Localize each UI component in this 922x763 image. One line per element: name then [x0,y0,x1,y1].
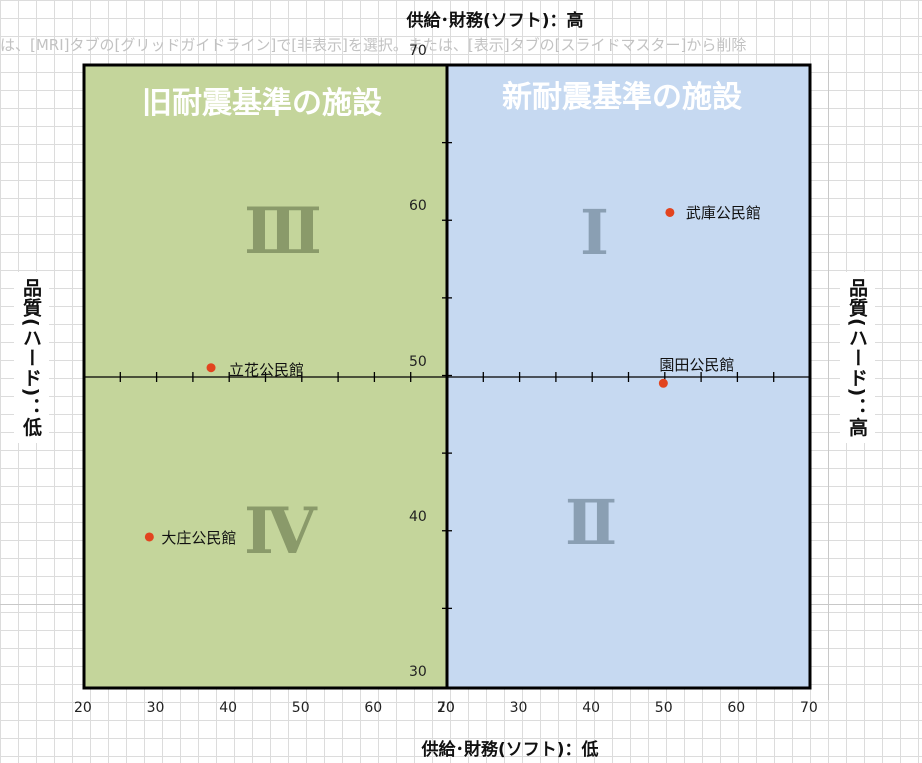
x-tick-label: 20 [74,700,92,716]
quadrant-title: 旧耐震基準の施設 [142,86,382,121]
x-tick-label: 40 [219,700,238,716]
axis-label-top: 供給･財務(ソフト)：高 [406,11,584,31]
x-tick-label: 30 [509,700,528,716]
axis-label-left: 品質(ハード)：低 [14,272,49,444]
quadrant-title: 新耐震基準の施設 [502,80,742,115]
data-point-label: 武庫公民館 [685,204,761,223]
x-tick-label: 40 [582,700,601,716]
data-point-label: 園田公民館 [659,356,735,375]
quadrant-numeral: Ⅱ [565,486,618,559]
x-tick-label: 50 [291,700,310,716]
x-tick-label: 30 [146,700,165,716]
x-tick-label: 60 [727,700,746,716]
x-tick-label: 70 [800,700,818,716]
data-point [206,363,216,373]
quadrant-numeral: Ⅰ [580,196,610,269]
axis-label-bottom: 供給･財務(ソフト)：低 [421,740,599,760]
quadrant-numeral: Ⅳ [244,494,317,569]
data-point [144,532,154,542]
data-point [665,207,675,217]
y-tick-label: 30 [409,664,427,680]
y-tick-label: 40 [409,508,427,525]
grid-guideline-notice: は、[MRI]タブの[グリッドガイドライン]で[非表示]を選択。または、[表示]… [0,36,747,54]
x-tick-label: 70 [437,700,455,716]
data-points [144,207,675,542]
data-point [658,378,668,388]
y-tick-label: 70 [409,43,427,59]
guide-line-vertical [828,60,829,700]
data-point-label: 立花公民館 [229,360,305,379]
x-tick-label: 50 [654,700,673,716]
x-tick-label: 20 [437,700,455,716]
x-tick-label: 60 [364,700,383,716]
y-tick-label: 60 [409,198,427,215]
chart-frame [82,63,812,690]
data-point-label: 大庄公民館 [161,528,237,547]
axis-label-right: 品質(ハード)：高 [840,272,875,444]
quadrant-numeral: Ⅲ [244,194,322,269]
y-tick-label: 50 [409,353,427,370]
